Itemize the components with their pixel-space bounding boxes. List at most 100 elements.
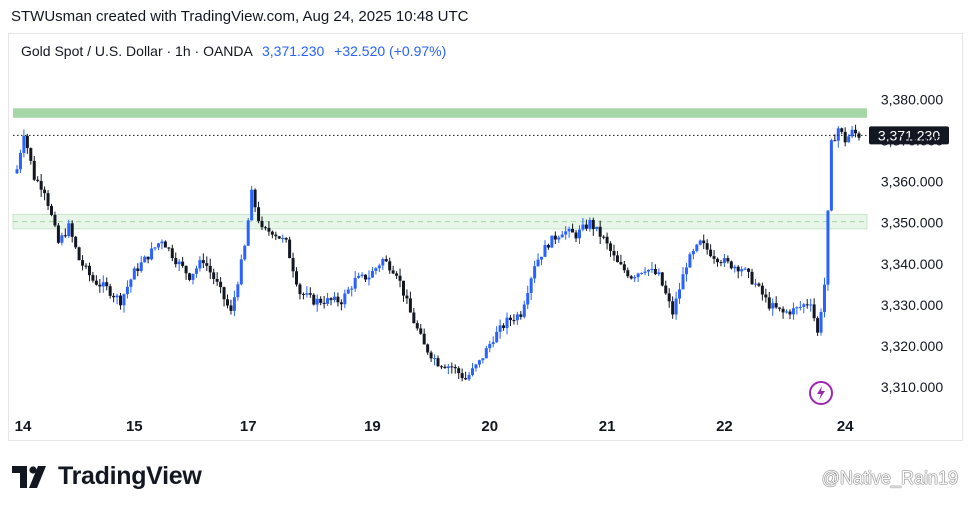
candle-body: [188, 273, 192, 280]
candle-body: [481, 358, 485, 361]
candle-body: [460, 373, 464, 379]
candle-body: [350, 288, 354, 290]
candle-body: [212, 272, 216, 279]
candle-body: [809, 304, 813, 306]
candle-body: [250, 189, 254, 221]
candle-body: [591, 219, 595, 230]
candle-body: [619, 262, 623, 265]
candle-body: [398, 275, 402, 281]
candle-body: [733, 266, 737, 269]
candle-body: [571, 228, 575, 233]
candle-body: [384, 259, 388, 262]
candle-body: [843, 131, 847, 143]
candle-body: [284, 237, 288, 240]
candle-body: [495, 331, 499, 343]
candle-body: [415, 323, 419, 329]
candle-body: [464, 378, 468, 380]
candle-body: [246, 220, 250, 246]
candle-body: [18, 152, 22, 170]
candle-body: [326, 298, 330, 304]
chart-panel[interactable]: 3,371.230 3,380.000 3,370.000 3,360.000 3,35…: [8, 33, 963, 441]
candle-body: [339, 302, 343, 305]
candle-body: [108, 286, 112, 296]
candle-body: [94, 280, 98, 285]
candle-body: [253, 189, 257, 208]
lightning-icon[interactable]: [809, 381, 833, 405]
candle-body: [63, 235, 67, 237]
candle-body: [429, 352, 433, 359]
candle-body: [60, 235, 64, 243]
y-tick-label: 3,320.000: [881, 338, 943, 354]
chart-caption: STWUsman created with TradingView.com, A…: [11, 8, 469, 25]
candle-body: [674, 298, 678, 315]
candle-body: [422, 333, 426, 345]
tradingview-logo[interactable]: TradingView: [12, 462, 202, 491]
candle-body: [567, 228, 571, 232]
candle-body: [32, 160, 36, 180]
candle-body: [536, 259, 540, 267]
candle-body: [474, 364, 478, 369]
candle-body: [98, 284, 102, 287]
candle-body: [560, 234, 564, 238]
candle-body: [370, 270, 374, 278]
candle-body: [260, 220, 264, 228]
candle-body: [274, 234, 278, 237]
candle-body: [753, 283, 757, 285]
candle-body: [405, 295, 409, 299]
candle-body: [29, 148, 33, 161]
candle-body: [364, 274, 368, 280]
symbol-header: Gold Spot / U.S. Dollar · 1h · OANDA 3,3…: [21, 43, 446, 59]
candle-body: [91, 275, 95, 281]
candle-body: [577, 229, 581, 239]
candle-body: [812, 304, 816, 319]
candle-body: [263, 227, 267, 229]
candle-body: [602, 236, 606, 238]
candle-body: [743, 268, 747, 270]
candle-body: [277, 236, 281, 239]
candle-body: [74, 236, 78, 248]
candle-body: [243, 245, 247, 260]
candle-body: [857, 133, 861, 138]
candle-body: [439, 366, 443, 368]
candle-body: [798, 306, 802, 308]
candle-body: [502, 325, 506, 328]
candle-body: [53, 214, 57, 226]
x-tick-label: 19: [364, 418, 381, 435]
candle-body: [557, 237, 561, 240]
candle-body: [533, 266, 537, 279]
candle-body: [319, 298, 323, 303]
candle-body: [381, 259, 385, 266]
candle-body: [722, 258, 726, 264]
candle-body: [305, 293, 309, 295]
candle-body: [760, 285, 764, 295]
candle-body: [529, 278, 533, 293]
candle-body: [778, 307, 782, 309]
candle-body: [401, 280, 405, 296]
candle-body: [36, 179, 40, 181]
candle-body: [150, 248, 154, 260]
candle-body: [519, 314, 523, 317]
candle-body: [847, 136, 851, 143]
candle-body: [457, 368, 461, 374]
candle-body: [650, 268, 654, 270]
candle-body: [167, 247, 171, 249]
candle-body: [315, 298, 319, 305]
symbol-change: +32.520 (+0.97%): [334, 43, 447, 59]
candle-body: [412, 312, 416, 324]
candle-body: [160, 241, 164, 244]
candle-body: [836, 128, 840, 141]
zone-resistance: [13, 108, 867, 118]
candle-body: [353, 277, 357, 289]
candle-body: [795, 307, 799, 309]
symbol-name: Gold Spot / U.S. Dollar · 1h · OANDA: [21, 43, 253, 59]
candle-body: [67, 223, 71, 237]
candle-body: [781, 308, 785, 313]
candle-body: [298, 284, 302, 294]
candle-body: [119, 295, 123, 306]
candle-body: [367, 277, 371, 280]
candle-body: [515, 314, 519, 321]
candle-body: [139, 262, 143, 272]
candle-body: [436, 358, 440, 367]
candle-body: [181, 261, 185, 266]
price-chart[interactable]: 3,371.230 3,380.000 3,370.000 3,360.000 3,35…: [9, 34, 962, 440]
